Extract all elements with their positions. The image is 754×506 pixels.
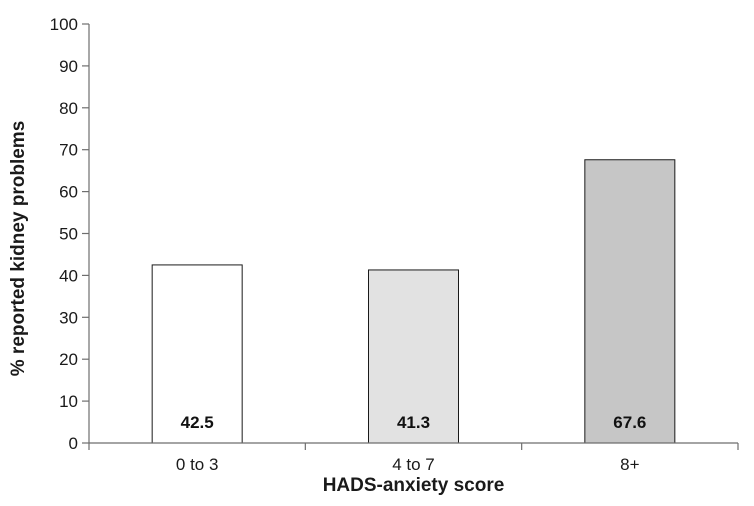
x-category-label: 4 to 7 [392, 455, 435, 474]
bar-2 [368, 269, 459, 444]
y-tick-label: 60 [59, 183, 78, 202]
y-tick-label: 100 [50, 15, 78, 34]
bar-value-label: 67.6 [613, 413, 646, 432]
y-tick-label: 30 [59, 308, 78, 327]
bar-3 [584, 159, 676, 444]
y-tick-label: 50 [59, 225, 78, 244]
x-category-label: 0 to 3 [176, 455, 219, 474]
bar-value-label: 42.5 [181, 413, 214, 432]
y-tick-label: 10 [59, 392, 78, 411]
y-tick-label: 90 [59, 57, 78, 76]
y-axis-title: % reported kidney problems [8, 121, 29, 377]
y-tick-label: 0 [69, 434, 78, 453]
x-axis-ticks: 0 to 3 4 to 7 8+ [88, 443, 739, 474]
y-tick-label: 70 [59, 141, 78, 160]
y-tick-label: 80 [59, 99, 78, 118]
bars: 42.5 41.3 67.6 [151, 159, 676, 444]
x-axis-title: HADS-anxiety score [323, 475, 505, 496]
bar-1 [151, 264, 243, 444]
y-axis-ticks: 0 10 20 30 40 50 60 70 80 90 100 [50, 15, 89, 453]
x-category-label: 8+ [620, 455, 639, 474]
y-tick-label: 20 [59, 350, 78, 369]
y-tick-label: 40 [59, 266, 78, 285]
bar-value-label: 41.3 [397, 413, 430, 432]
